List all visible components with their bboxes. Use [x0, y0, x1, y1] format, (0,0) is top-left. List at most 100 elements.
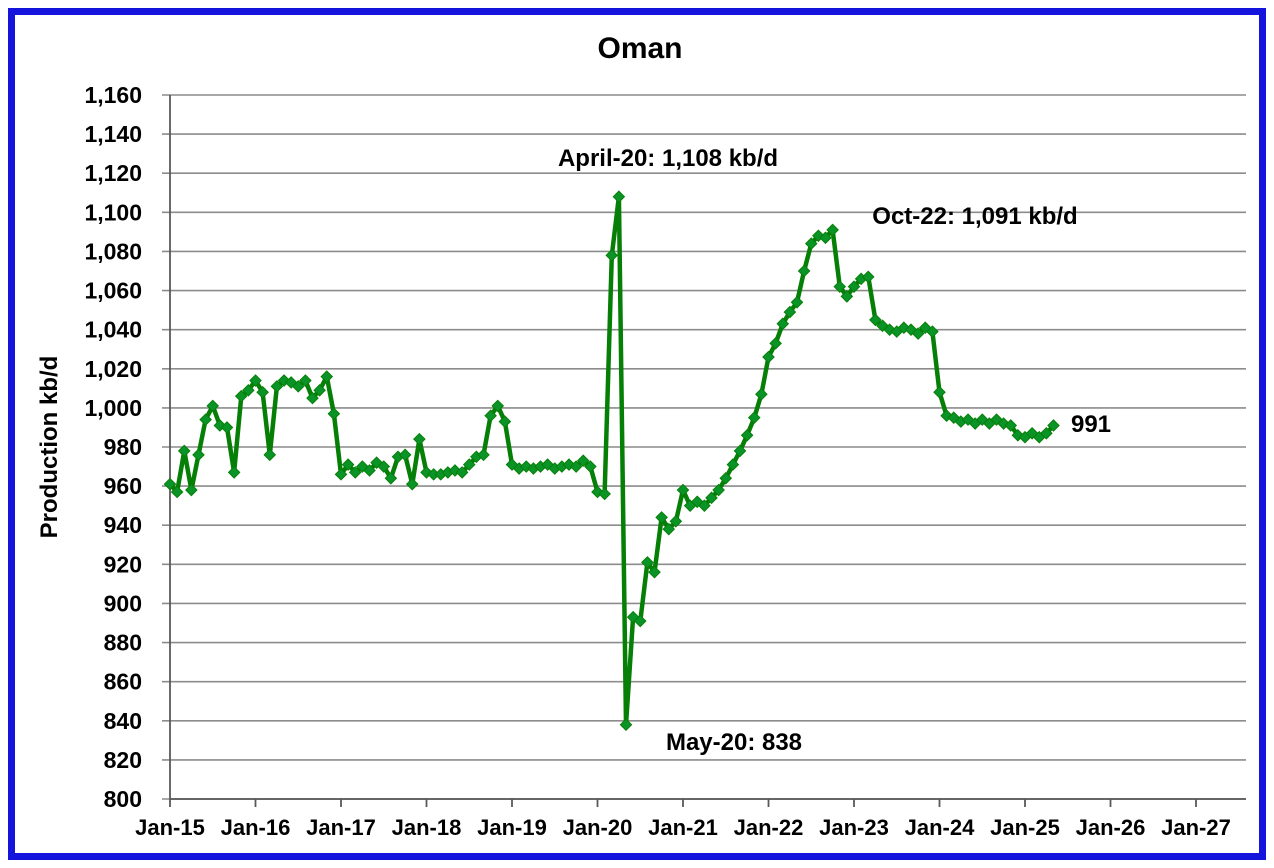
data-point — [812, 229, 825, 243]
data-point — [869, 313, 882, 327]
data-point — [576, 454, 590, 467]
data-point — [690, 495, 704, 509]
data-point — [719, 471, 733, 485]
data-point — [883, 323, 896, 336]
data-point — [1004, 419, 1018, 432]
data-point — [498, 415, 512, 428]
data-point — [747, 411, 761, 424]
data-point — [755, 387, 768, 401]
data-point — [847, 280, 861, 293]
data-point — [384, 471, 398, 485]
x-tick-label: Jan-25 — [990, 815, 1060, 840]
data-point — [163, 477, 177, 491]
data-point — [249, 374, 262, 387]
data-point — [933, 385, 946, 399]
y-tick-label: 1,080 — [84, 238, 142, 264]
data-point — [242, 383, 255, 397]
data-point — [584, 460, 597, 473]
data-point — [769, 337, 782, 350]
data-point — [327, 407, 341, 421]
data-point — [641, 556, 654, 569]
data-point — [705, 491, 718, 505]
x-tick-label: Jan-21 — [648, 815, 718, 840]
data-point — [227, 466, 241, 479]
data-point — [363, 464, 376, 477]
data-point — [712, 483, 725, 497]
y-tick-label: 880 — [104, 630, 142, 656]
x-tick-label: Jan-15 — [135, 815, 205, 840]
data-point — [291, 380, 305, 393]
y-tick-label: 800 — [104, 786, 142, 812]
y-tick-label: 1,140 — [84, 121, 142, 147]
y-tick-label: 820 — [104, 747, 142, 773]
y-tick-label: 1,100 — [84, 199, 142, 225]
data-point — [398, 448, 412, 462]
y-tick-label: 840 — [104, 708, 142, 734]
data-point — [170, 485, 184, 499]
data-point — [726, 458, 740, 471]
data-point — [840, 290, 854, 303]
x-tick-label: Jan-24 — [905, 815, 975, 840]
data-point — [185, 483, 198, 497]
data-point — [669, 515, 683, 528]
data-point — [213, 419, 227, 432]
data-point — [306, 391, 319, 405]
data-point — [263, 448, 277, 462]
data-point — [662, 522, 676, 536]
data-point — [833, 280, 847, 293]
data-point — [826, 223, 839, 237]
data-point — [655, 511, 668, 524]
data-point — [783, 305, 797, 319]
x-tick-label: Jan-22 — [734, 815, 804, 840]
annotation-last-value: 991 — [1071, 411, 1111, 438]
y-tick-label: 860 — [104, 669, 142, 695]
data-point — [740, 428, 754, 442]
data-point — [876, 319, 889, 333]
data-point — [413, 432, 426, 446]
y-tick-label: 920 — [104, 551, 142, 577]
annotation-april-20-peak: April-20: 1,108 kb/d — [558, 145, 778, 172]
data-point — [1047, 419, 1060, 432]
y-tick-label: 900 — [104, 590, 142, 616]
x-tick-label: Jan-16 — [221, 815, 291, 840]
data-point — [199, 413, 212, 426]
chart-title: Oman — [597, 32, 682, 65]
y-tick-label: 960 — [104, 473, 142, 499]
data-point — [284, 376, 298, 389]
data-point — [911, 327, 925, 340]
data-point — [462, 458, 476, 471]
x-axis-labels: Jan-15 Jan-16 Jan-17 Jan-18 Jan-19 Jan-20 Jan-… — [135, 815, 1231, 840]
data-point — [676, 483, 690, 497]
data-point — [192, 448, 205, 462]
data-point — [1040, 427, 1053, 440]
data-point — [484, 409, 497, 423]
axes — [169, 95, 1246, 807]
y-axis-title: Production kb/d — [36, 356, 63, 539]
y-tick-label: 980 — [104, 434, 142, 460]
production-series — [163, 190, 1060, 731]
x-tick-label: Jan-26 — [1076, 815, 1146, 840]
y-tick-label: 1,020 — [84, 356, 142, 382]
x-tick-label: Jan-18 — [392, 815, 462, 840]
data-point — [405, 477, 419, 491]
y-tick-label: 1,120 — [84, 160, 142, 186]
x-tick-label: Jan-17 — [306, 815, 376, 840]
data-point — [797, 264, 811, 278]
data-point — [206, 399, 220, 413]
data-point — [648, 565, 661, 579]
data-point — [569, 460, 583, 473]
data-point — [519, 460, 533, 473]
data-point — [348, 466, 362, 479]
data-point — [804, 237, 818, 250]
data-point — [448, 464, 462, 477]
data-point — [177, 444, 191, 458]
data-point — [377, 460, 391, 473]
data-point — [591, 485, 604, 499]
data-point — [633, 614, 647, 628]
data-point — [334, 468, 348, 481]
data-point — [455, 466, 469, 479]
data-point — [341, 458, 355, 471]
data-point — [698, 499, 711, 512]
